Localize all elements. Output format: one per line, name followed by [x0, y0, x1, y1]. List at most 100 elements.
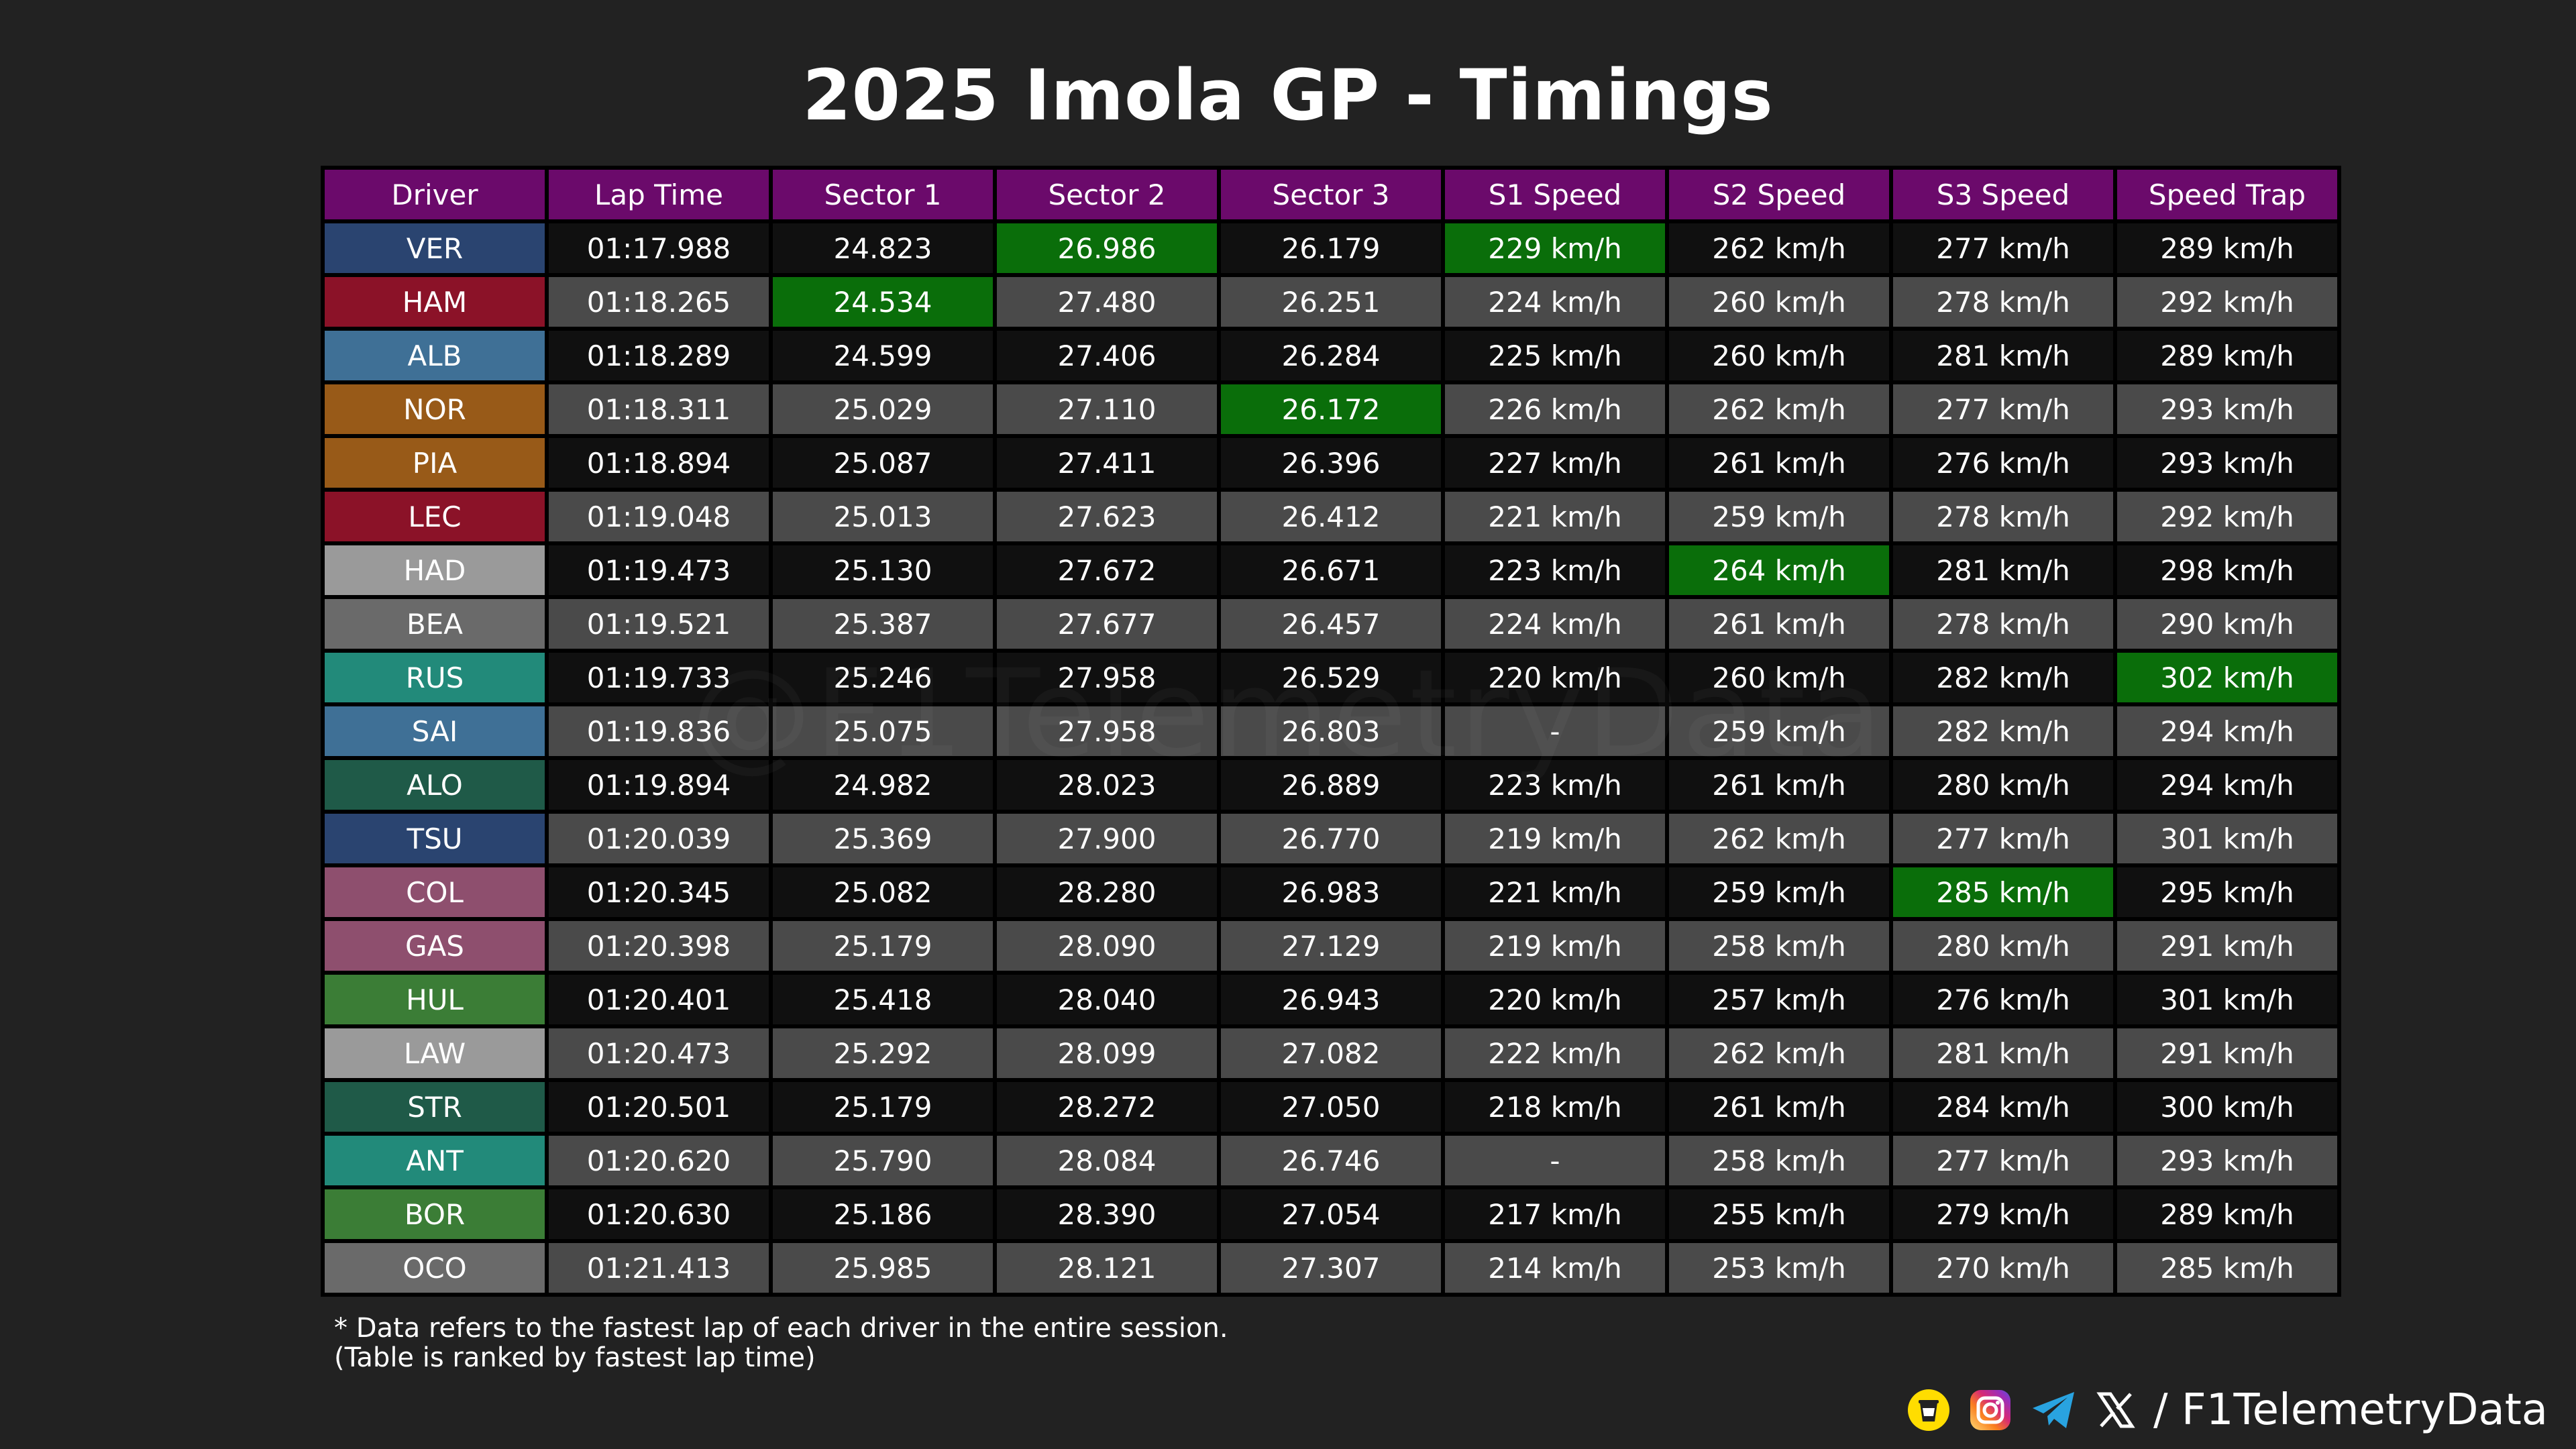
cell-s1: 25.246 — [773, 653, 993, 702]
driver-cell: STR — [325, 1082, 545, 1132]
cell-s2: 28.090 — [997, 921, 1217, 971]
cell-lap: 01:19.894 — [549, 760, 769, 810]
cell-trap: 301 km/h — [2117, 975, 2337, 1024]
table-row: GAS 01:20.398 25.179 28.090 27.129 219 km/h 25… — [325, 921, 2337, 971]
cell-lap: 01:20.630 — [549, 1189, 769, 1239]
cell-s1: 25.387 — [773, 599, 993, 649]
cell-trap: 285 km/h — [2117, 1243, 2337, 1293]
cell-s1: 24.534 — [773, 277, 993, 327]
cell-s3: 27.307 — [1221, 1243, 1441, 1293]
cell-s1: 24.982 — [773, 760, 993, 810]
cell-s2: 27.623 — [997, 492, 1217, 541]
table-row: ALO 01:19.894 24.982 28.023 26.889 223 km/h 26… — [325, 760, 2337, 810]
cell-s3s: 284 km/h — [1893, 1082, 2113, 1132]
cell-trap: 291 km/h — [2117, 1028, 2337, 1078]
table-row: ANT 01:20.620 25.790 28.084 26.746-258 km/h 2… — [325, 1136, 2337, 1185]
cell-s3: 26.284 — [1221, 331, 1441, 380]
cell-trap: 292 km/h — [2117, 277, 2337, 327]
cell-s3: 26.983 — [1221, 867, 1441, 917]
table-row: LEC 01:19.048 25.013 27.623 26.412 221 km/h 25… — [325, 492, 2337, 541]
table-row: STR 01:20.501 25.179 28.272 27.050 218 km/h 26… — [325, 1082, 2337, 1132]
cell-lap: 01:19.473 — [549, 545, 769, 595]
column-header: Sector 3 — [1221, 170, 1441, 219]
cell-s3s: 276 km/h — [1893, 438, 2113, 488]
telegram-icon[interactable] — [2030, 1388, 2078, 1432]
driver-cell: VER — [325, 223, 545, 273]
cell-s3s: 278 km/h — [1893, 599, 2113, 649]
instagram-icon[interactable] — [1968, 1388, 2012, 1432]
cell-lap: 01:19.733 — [549, 653, 769, 702]
cell-s3s: 282 km/h — [1893, 653, 2113, 702]
driver-cell: LEC — [325, 492, 545, 541]
cell-s1: 25.013 — [773, 492, 993, 541]
cell-s2: 27.110 — [997, 384, 1217, 434]
cell-s2: 28.023 — [997, 760, 1217, 810]
cell-s1s: 220 km/h — [1445, 653, 1665, 702]
cell-s3: 27.129 — [1221, 921, 1441, 971]
driver-cell: NOR — [325, 384, 545, 434]
cell-s3s: 282 km/h — [1893, 706, 2113, 756]
cell-s2s: 262 km/h — [1669, 384, 1889, 434]
cell-s3s: 277 km/h — [1893, 384, 2113, 434]
cell-s1: 25.292 — [773, 1028, 993, 1078]
cell-s2s: 260 km/h — [1669, 331, 1889, 380]
cell-lap: 01:17.988 — [549, 223, 769, 273]
cell-lap: 01:18.265 — [549, 277, 769, 327]
cell-s2: 27.480 — [997, 277, 1217, 327]
cell-trap: 289 km/h — [2117, 331, 2337, 380]
column-header: Speed Trap — [2117, 170, 2337, 219]
cell-s3s: 280 km/h — [1893, 760, 2113, 810]
table-row: HUL 01:20.401 25.418 28.040 26.943 220 km/h 25… — [325, 975, 2337, 1024]
cell-s2s: 264 km/h — [1669, 545, 1889, 595]
cell-s1s: 217 km/h — [1445, 1189, 1665, 1239]
cell-trap: 293 km/h — [2117, 438, 2337, 488]
column-header: S1 Speed — [1445, 170, 1665, 219]
driver-cell: TSU — [325, 814, 545, 863]
cell-s2s: 261 km/h — [1669, 599, 1889, 649]
cell-trap: 293 km/h — [2117, 1136, 2337, 1185]
cell-s1: 25.179 — [773, 921, 993, 971]
table-row: BOR 01:20.630 25.186 28.390 27.054 217 km/h 25… — [325, 1189, 2337, 1239]
cell-s2: 28.121 — [997, 1243, 1217, 1293]
cell-s3s: 277 km/h — [1893, 223, 2113, 273]
cell-s3: 26.251 — [1221, 277, 1441, 327]
cell-s2: 27.958 — [997, 706, 1217, 756]
table-row: RUS 01:19.733 25.246 27.958 26.529 220 km/h 26… — [325, 653, 2337, 702]
driver-cell: ALO — [325, 760, 545, 810]
cell-s2s: 255 km/h — [1669, 1189, 1889, 1239]
handle[interactable]: / F1TelemetryData — [2153, 1385, 2548, 1435]
driver-cell: HAM — [325, 277, 545, 327]
cell-s1s: 221 km/h — [1445, 867, 1665, 917]
cell-s2s: 262 km/h — [1669, 1028, 1889, 1078]
cell-s1s: 229 km/h — [1445, 223, 1665, 273]
cell-lap: 01:18.894 — [549, 438, 769, 488]
cell-s2s: 262 km/h — [1669, 814, 1889, 863]
x-icon[interactable] — [2096, 1390, 2136, 1430]
column-header: S3 Speed — [1893, 170, 2113, 219]
table-header-row: Driver Lap Time Sector 1 Sector 2 Sector 3 S1… — [325, 170, 2337, 219]
table-row: COL 01:20.345 25.082 28.280 26.983 221 km/h 25… — [325, 867, 2337, 917]
buymeacoffee-icon[interactable] — [1907, 1388, 1951, 1432]
table-row: LAW 01:20.473 25.292 28.099 27.082 222 km/h 26… — [325, 1028, 2337, 1078]
cell-s3s: 281 km/h — [1893, 331, 2113, 380]
column-header: Driver — [325, 170, 545, 219]
cell-trap: 300 km/h — [2117, 1082, 2337, 1132]
cell-s2: 28.272 — [997, 1082, 1217, 1132]
cell-s1s: 223 km/h — [1445, 545, 1665, 595]
cell-s1s: 227 km/h — [1445, 438, 1665, 488]
cell-trap: 291 km/h — [2117, 921, 2337, 971]
driver-cell: PIA — [325, 438, 545, 488]
driver-cell: HAD — [325, 545, 545, 595]
cell-lap: 01:20.401 — [549, 975, 769, 1024]
cell-s3s: 281 km/h — [1893, 545, 2113, 595]
cell-s1: 24.823 — [773, 223, 993, 273]
driver-cell: SAI — [325, 706, 545, 756]
table-row: TSU 01:20.039 25.369 27.900 26.770 219 km/h 26… — [325, 814, 2337, 863]
cell-lap: 01:19.048 — [549, 492, 769, 541]
cell-s2s: 258 km/h — [1669, 921, 1889, 971]
cell-lap: 01:20.345 — [549, 867, 769, 917]
cell-s2s: 261 km/h — [1669, 438, 1889, 488]
cell-trap: 295 km/h — [2117, 867, 2337, 917]
cell-s3: 26.671 — [1221, 545, 1441, 595]
